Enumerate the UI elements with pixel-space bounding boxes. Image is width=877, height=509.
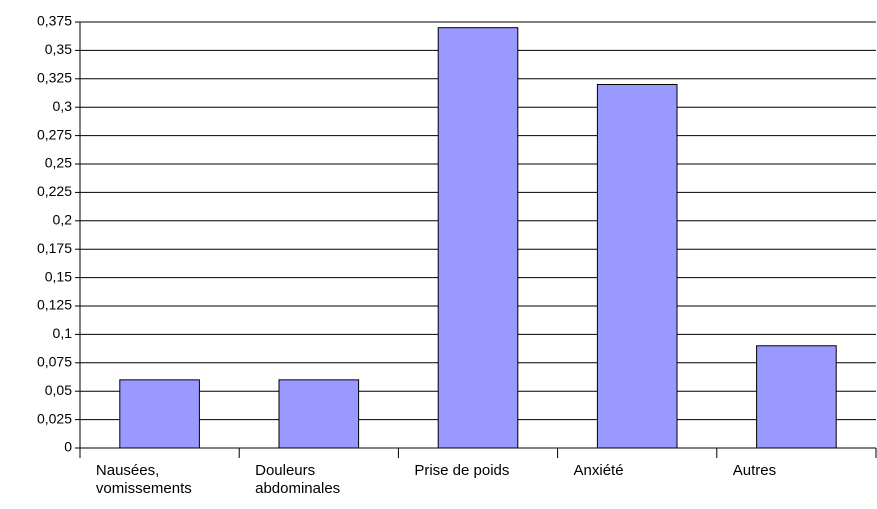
- y-tick-label: 0,025: [37, 410, 72, 426]
- y-tick-label: 0,15: [45, 268, 72, 284]
- x-tick-label: Prise de poids: [414, 462, 510, 479]
- y-tick-label: 0,375: [37, 13, 72, 29]
- y-tick-label: 0,325: [37, 70, 72, 86]
- y-tick-label: 0,35: [45, 41, 72, 57]
- bar: [756, 345, 837, 449]
- y-tick-label: 0,075: [37, 354, 72, 370]
- y-tick-label: 0,2: [53, 212, 73, 228]
- x-tick-label: Autres: [732, 462, 777, 479]
- bar: [119, 379, 200, 449]
- x-tick-label: Nausées, vomissements: [95, 462, 192, 497]
- y-tick-label: 0,05: [45, 382, 72, 398]
- y-tick-label: 0,25: [45, 155, 72, 171]
- y-tick-label: 0,3: [53, 98, 73, 114]
- y-tick-label: 0: [64, 439, 72, 455]
- x-tick-label: Anxiété: [573, 462, 624, 479]
- y-tick-label: 0,275: [37, 126, 72, 142]
- bar: [596, 83, 678, 449]
- y-tick-label: 0,175: [37, 240, 72, 256]
- x-tick-label: Douleurs abdominales: [255, 462, 341, 497]
- bar: [437, 27, 519, 449]
- y-tick-label: 0,1: [53, 325, 73, 341]
- bar: [278, 379, 360, 449]
- y-tick-label: 0,125: [37, 297, 72, 313]
- y-tick-label: 0,225: [37, 183, 72, 199]
